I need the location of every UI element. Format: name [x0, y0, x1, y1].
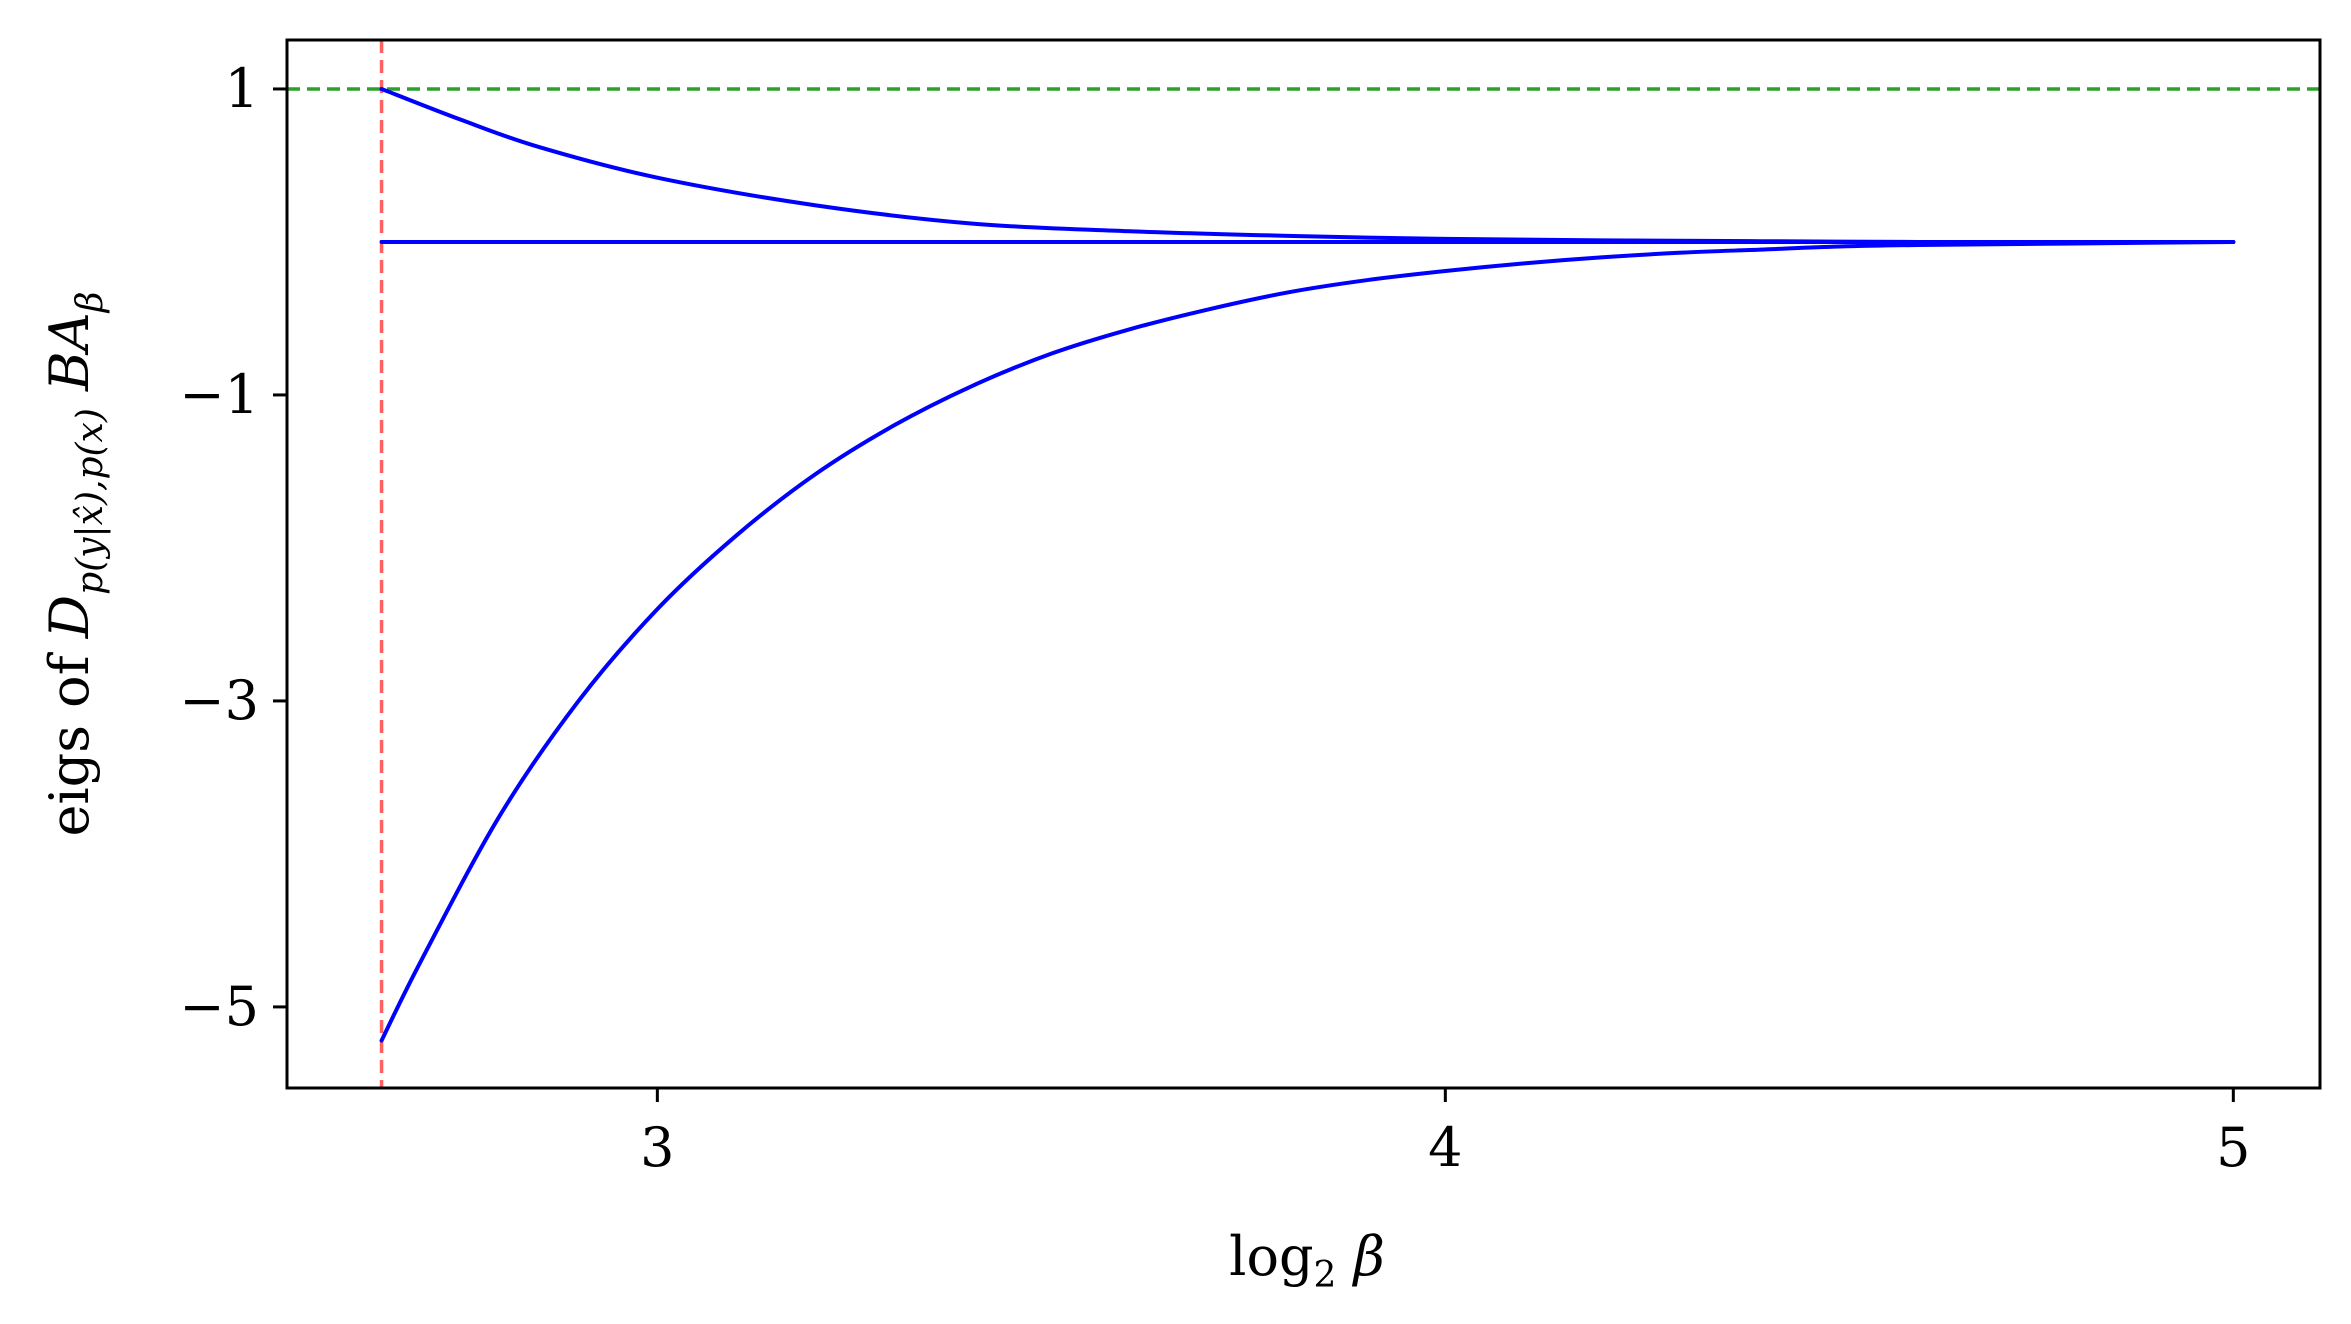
reference-lines: [287, 40, 2320, 1088]
x-axis-ticks: 3 4 5: [640, 1088, 2251, 1179]
eigenvalue-series-3: [379, 239, 2236, 1043]
y-tick-label: 1: [225, 57, 259, 120]
x-tick-label: 4: [1428, 1116, 1462, 1179]
y-tick-label: −3: [179, 669, 259, 732]
y-axis-ticks: 1 −1 −3 −5: [179, 57, 287, 1038]
x-tick-label: 3: [640, 1116, 674, 1179]
series-layer: [379, 86, 2236, 1043]
x-axis-label: log2 β: [1229, 1225, 1385, 1296]
plot-frame: [285, 38, 2322, 1090]
y-tick-label: −1: [179, 363, 259, 426]
x-tick-label: 5: [2216, 1116, 2250, 1179]
y-tick-label: −5: [179, 975, 259, 1038]
